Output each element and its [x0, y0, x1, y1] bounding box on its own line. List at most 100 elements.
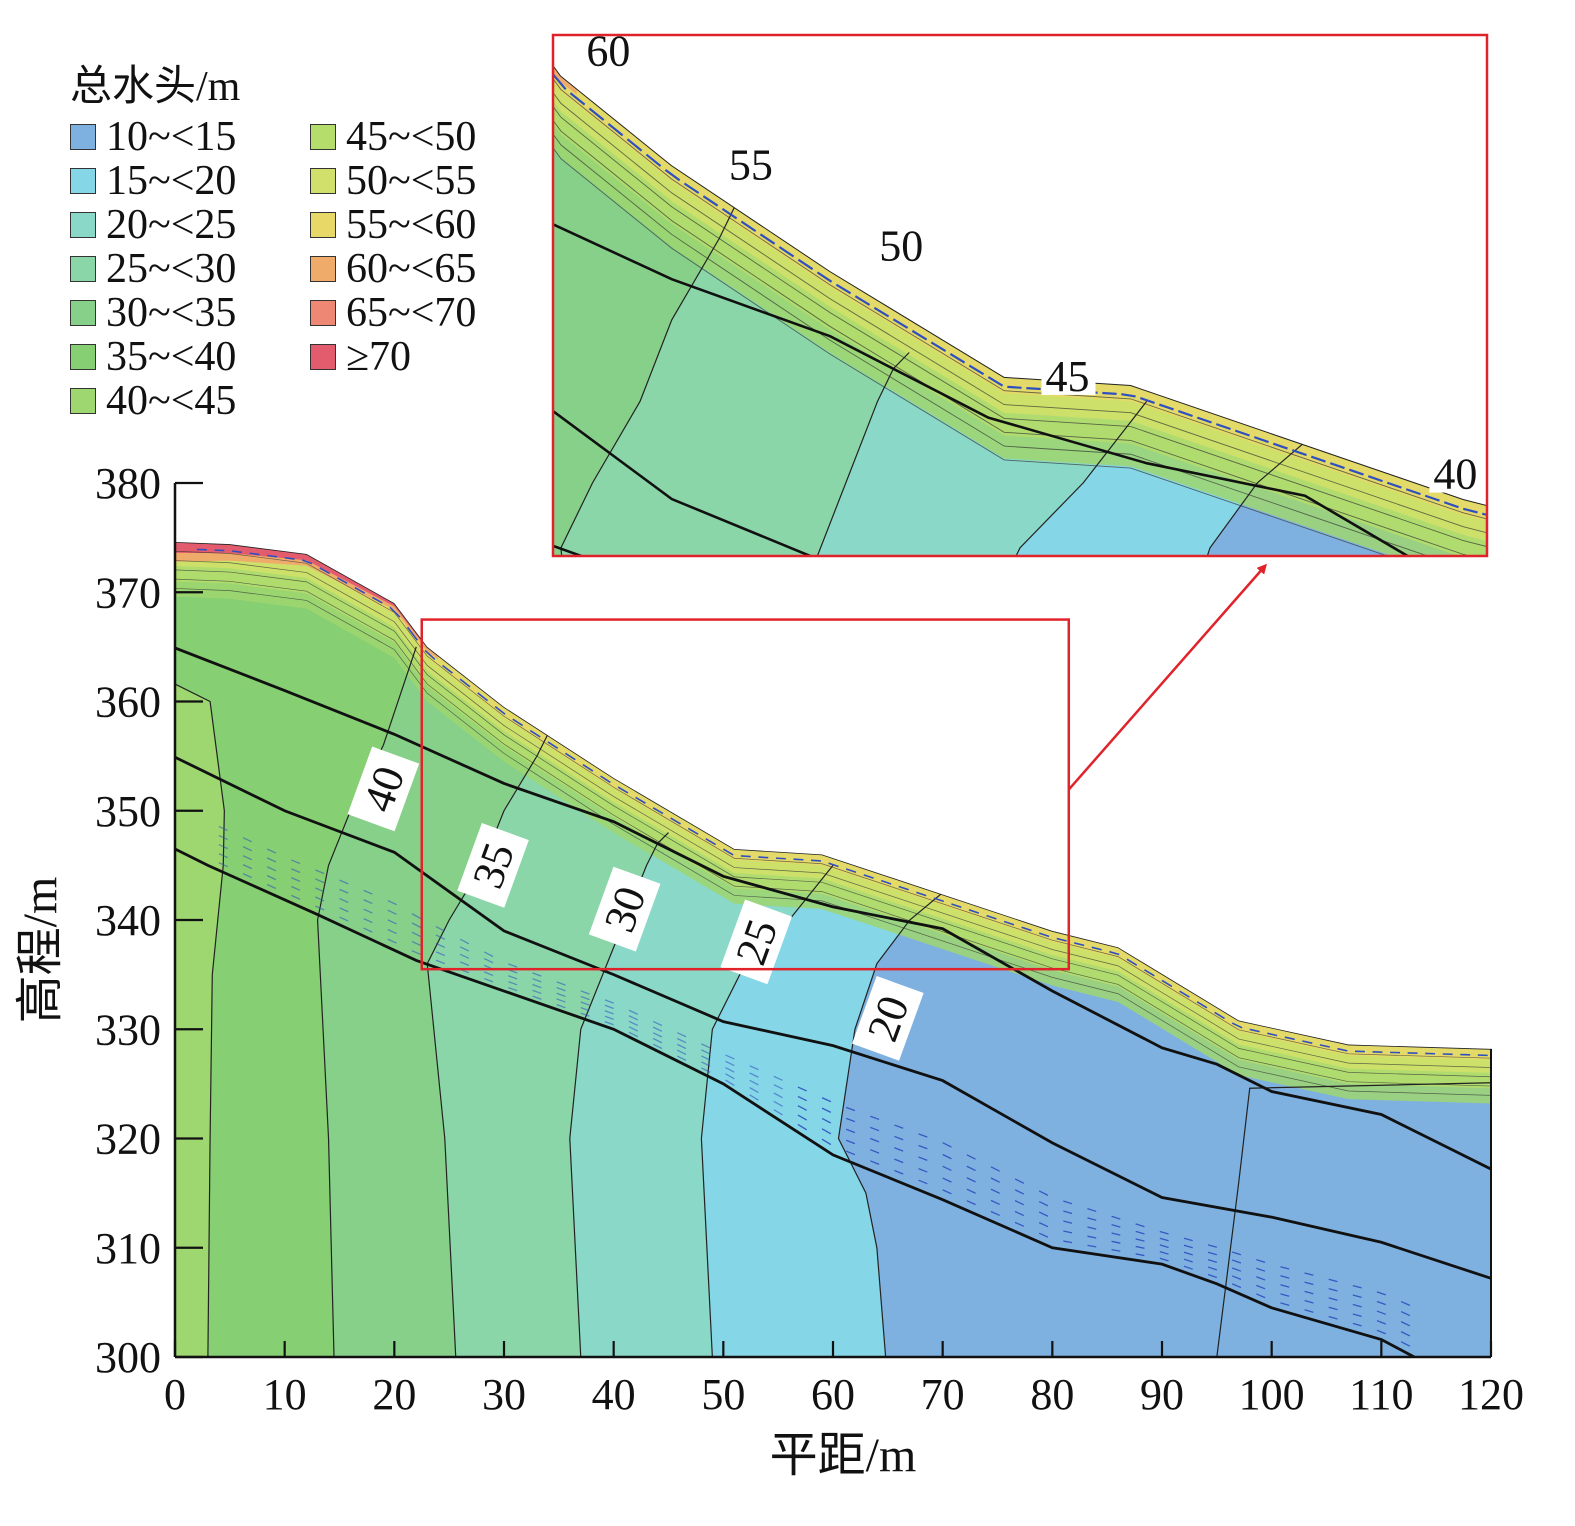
- flow-arrow: [532, 989, 542, 995]
- flow-arrow: [1135, 1230, 1145, 1235]
- contour-line: [837, 892, 944, 1357]
- flow-arrow: [870, 1160, 880, 1165]
- flow-arrow: [870, 1115, 880, 1121]
- flow-arrow: [652, 1020, 663, 1027]
- crest-band: [175, 541, 422, 642]
- flow-arrow: [315, 878, 325, 884]
- flow-arrow: [1328, 1287, 1338, 1292]
- flow-arrow: [1056, 937, 1067, 942]
- flow-arrow: [1038, 1190, 1049, 1196]
- flow-arrow: [580, 990, 590, 995]
- flow-arrow: [845, 868, 857, 874]
- flow-arrow: [218, 862, 228, 868]
- flow-arrow: [773, 1092, 783, 1099]
- flow-arrow: [721, 207, 738, 220]
- flow-arrow: [797, 1086, 807, 1092]
- flow-arrow: [951, 903, 962, 909]
- flow-arrow: [1109, 950, 1120, 956]
- flow-arrow: [1014, 1178, 1025, 1184]
- legend-swatch: [310, 212, 336, 238]
- flow-arrow: [532, 46, 546, 66]
- flow-arrow: [1135, 1253, 1145, 1257]
- flow-arrow: [494, 9, 508, 17]
- x-tick-label: 90: [1140, 1370, 1184, 1419]
- inset-label-text: 40: [1433, 450, 1477, 499]
- flow-arrow: [231, 550, 242, 554]
- legend-item: 45~<50: [310, 115, 476, 159]
- legend-swatch: [70, 256, 96, 282]
- x-tick-label: 80: [1030, 1370, 1074, 1419]
- legend-label: 25~<30: [106, 246, 237, 292]
- flow-arrow: [1501, 519, 1515, 523]
- head-zone: [1207, 35, 1487, 556]
- flow-arrow: [1304, 1290, 1314, 1295]
- flow-arrow: [1111, 1224, 1121, 1228]
- flow-arrow: [990, 1199, 1000, 1205]
- flow-arrow: [775, 857, 786, 860]
- flow-arrow: [1280, 1302, 1290, 1306]
- flow-arrow: [797, 1105, 807, 1111]
- y-tick-label: 380: [95, 459, 161, 508]
- contour-label: 35: [457, 822, 529, 908]
- flow-arrow: [918, 1167, 928, 1173]
- crest-band: [197, 0, 553, 68]
- flow-arrow: [966, 1188, 976, 1194]
- flow-arrow: [363, 889, 373, 895]
- flow-arrow: [424, 649, 436, 661]
- flow-arrow: [918, 1179, 928, 1185]
- flow-arrow: [532, 972, 542, 977]
- flow-arrow: [1302, 1040, 1313, 1044]
- flow-arrow: [870, 1126, 880, 1132]
- flow-arrow: [1367, 475, 1383, 483]
- x-tick-label: 20: [372, 1370, 416, 1419]
- flow-arrow: [484, 977, 494, 983]
- flow-arrow: [773, 1075, 783, 1081]
- flow-arrow: [894, 1158, 904, 1164]
- flow-arrow: [336, 577, 348, 585]
- flow-arrow: [1021, 926, 1032, 932]
- flow-arrow: [1337, 1047, 1348, 1052]
- flow-arrow: [1102, 391, 1117, 395]
- flow-arrow: [249, 552, 260, 556]
- flow-arrow: [1272, 442, 1288, 450]
- flow-arrow: [290, 877, 301, 882]
- flow-arrow: [725, 1079, 735, 1087]
- contour-line: [1015, 400, 1148, 556]
- flow-arrow: [315, 905, 325, 911]
- flow-arrow: [821, 1117, 832, 1124]
- flow-arrow: [411, 913, 421, 920]
- flow-arrow: [406, 626, 419, 641]
- flow-arrow: [725, 1054, 735, 1060]
- legend-label: 65~<70: [346, 290, 477, 336]
- flow-arrow: [556, 998, 566, 1003]
- inset-label-text: 50: [879, 222, 923, 271]
- flow-arrow: [363, 908, 373, 914]
- flow-arrow: [266, 857, 277, 863]
- flow-arrow: [1280, 1275, 1290, 1279]
- flow-arrow: [968, 909, 980, 914]
- axes: 0 10 20 30 40 50 60 70 80 90 100 110 120 300 310 320 330…: [14, 459, 1524, 1482]
- contour-line: [700, 864, 834, 1357]
- flow-arrow: [442, 664, 453, 674]
- y-axis-label: 高程/m: [14, 877, 67, 1024]
- flow-arrow: [242, 873, 253, 879]
- flow-arrow: [1183, 1251, 1193, 1256]
- flow-arrow: [1304, 1299, 1314, 1304]
- flow-arrow: [1083, 390, 1098, 394]
- inset-bg: [553, 35, 1487, 556]
- flow-arrow: [339, 907, 349, 913]
- flow-arrow: [1352, 1284, 1362, 1289]
- flow-arrow: [942, 1189, 952, 1195]
- surface-band: [175, 541, 1491, 1104]
- flow-arrow: [1328, 1278, 1338, 1283]
- flow-arrow: [1014, 1221, 1025, 1227]
- legend-item: 50~<55: [310, 159, 476, 203]
- flow-arrow: [725, 1073, 735, 1080]
- flow-arrow: [1376, 1310, 1386, 1315]
- head-zone: [569, 483, 987, 1357]
- flow-arrow: [1231, 1275, 1242, 1280]
- flow-arrow: [1400, 1341, 1411, 1347]
- x-tick-label: 10: [263, 1370, 307, 1419]
- flow-arrow: [532, 978, 542, 983]
- flow-arrow: [778, 246, 795, 258]
